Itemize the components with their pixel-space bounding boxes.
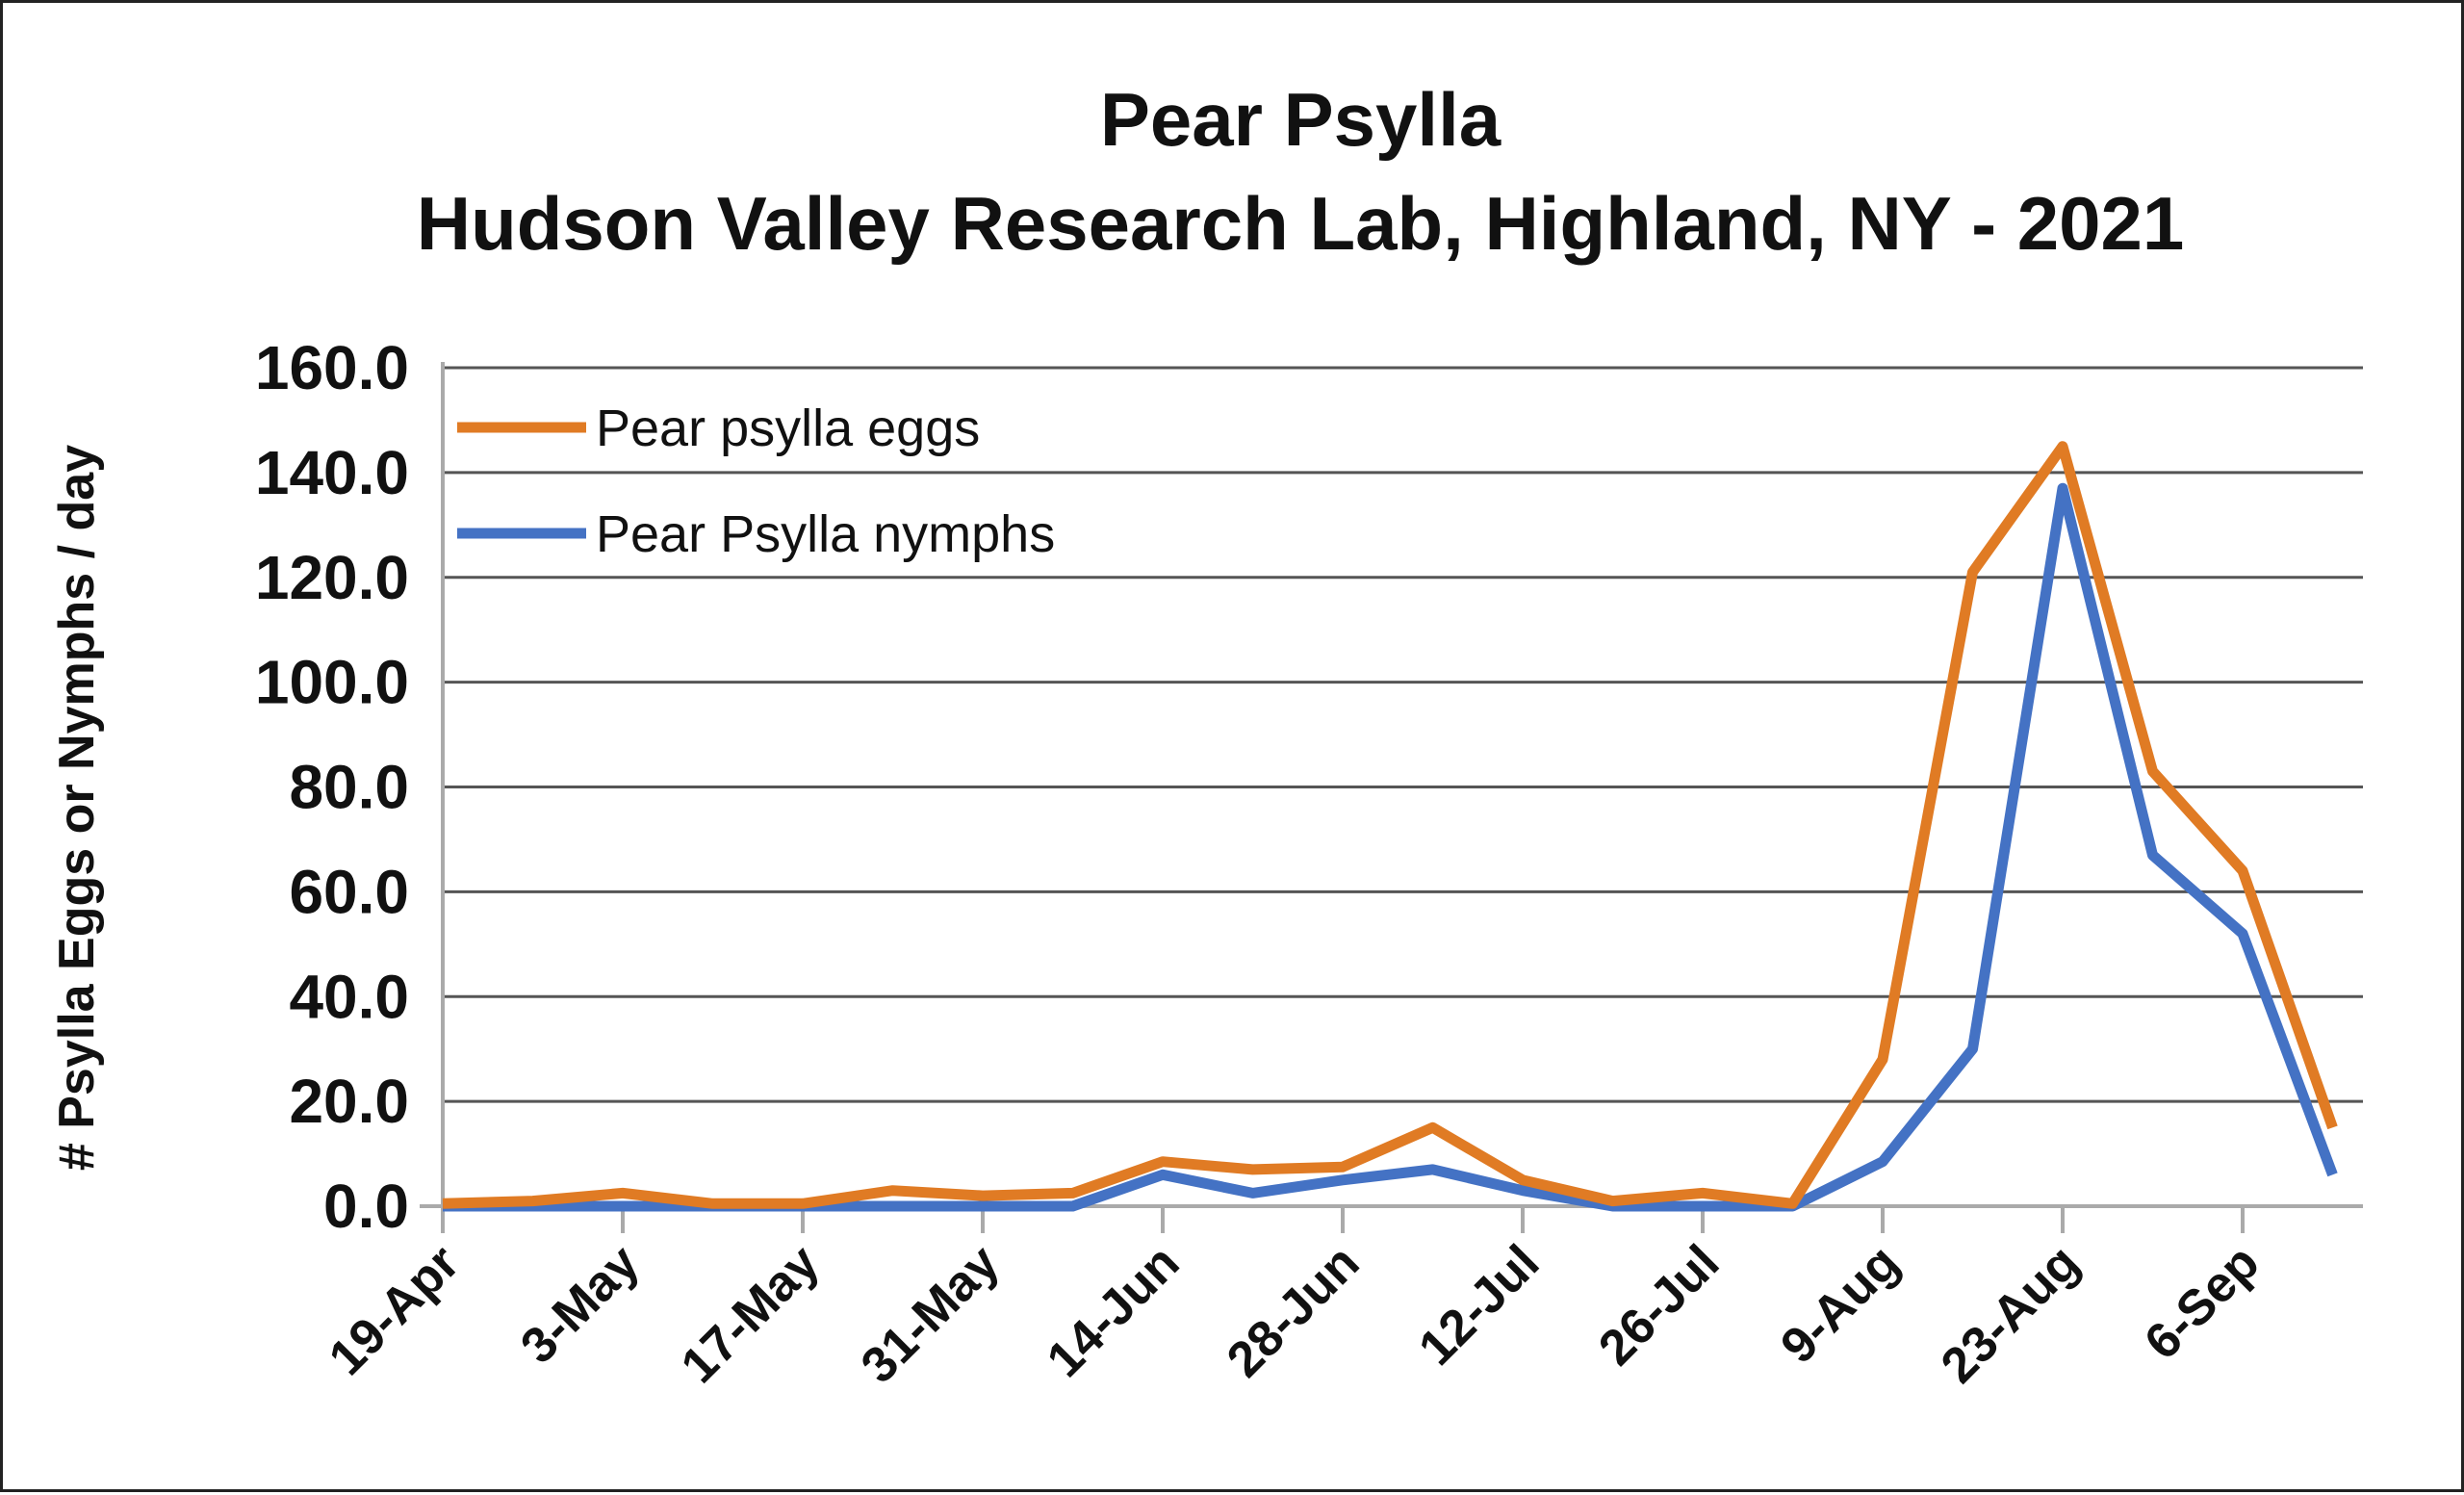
x-tick-label-5: 28-Jun xyxy=(1217,1234,1371,1388)
x-tick-label-8: 9-Aug xyxy=(1770,1234,1910,1374)
x-tick-label-4: 14-Jun xyxy=(1037,1234,1191,1388)
x-tick-label-2: 17-May xyxy=(671,1234,831,1394)
legend: Pear psylla eggs Pear Psylla nymphs xyxy=(457,400,1055,563)
y-tick-label-4: 80.0 xyxy=(289,753,409,822)
y-tick-label-7: 140.0 xyxy=(255,438,409,507)
line-chart: Pear Psylla Hudson Valley Research Lab, … xyxy=(49,77,2363,1394)
legend-label-nymphs: Pear Psylla nymphs xyxy=(596,505,1055,563)
legend-label-eggs: Pear psylla eggs xyxy=(596,400,980,457)
y-tick-label-3: 60.0 xyxy=(289,857,409,926)
x-tick-label-3: 31-May xyxy=(851,1234,1011,1394)
x-tick-label-9: 23-Aug xyxy=(1931,1234,2091,1394)
x-tick-label-7: 26-Jul xyxy=(1588,1234,1730,1376)
x-axis-tick-labels: 19-Apr 3-May 17-May 31-May 14-Jun 28-Jun 12-Ju… xyxy=(319,1234,2270,1394)
y-axis-label: # Psylla Eggs or Nymphs / day xyxy=(49,445,105,1171)
y-tick-label-8: 160.0 xyxy=(255,333,409,402)
x-tick-label-0: 19-Apr xyxy=(319,1234,470,1385)
series-lines xyxy=(442,441,2338,1212)
x-tick-label-6: 12-Jul xyxy=(1408,1234,1550,1376)
series-line-nymphs xyxy=(443,482,2338,1212)
y-tick-label-0: 0.0 xyxy=(323,1172,409,1241)
x-tick-label-10: 6-Sep xyxy=(2134,1234,2270,1370)
y-axis-tick-labels: 0.0 20.0 40.0 60.0 80.0 100.0 120.0 140.0 160.0 xyxy=(255,333,409,1241)
x-tick-label-1: 3-May xyxy=(510,1234,650,1374)
y-tick-label-6: 120.0 xyxy=(255,543,409,612)
chart-title-line-2: Hudson Valley Research Lab, Highland, NY… xyxy=(417,181,2185,266)
y-tick-label-5: 100.0 xyxy=(255,648,409,717)
series-line-eggs xyxy=(442,441,2338,1209)
y-tick-label-1: 20.0 xyxy=(289,1067,409,1136)
y-tick-label-2: 40.0 xyxy=(289,962,409,1031)
gridlines xyxy=(443,366,2363,1103)
chart-title-line-1: Pear Psylla xyxy=(1100,77,1502,162)
